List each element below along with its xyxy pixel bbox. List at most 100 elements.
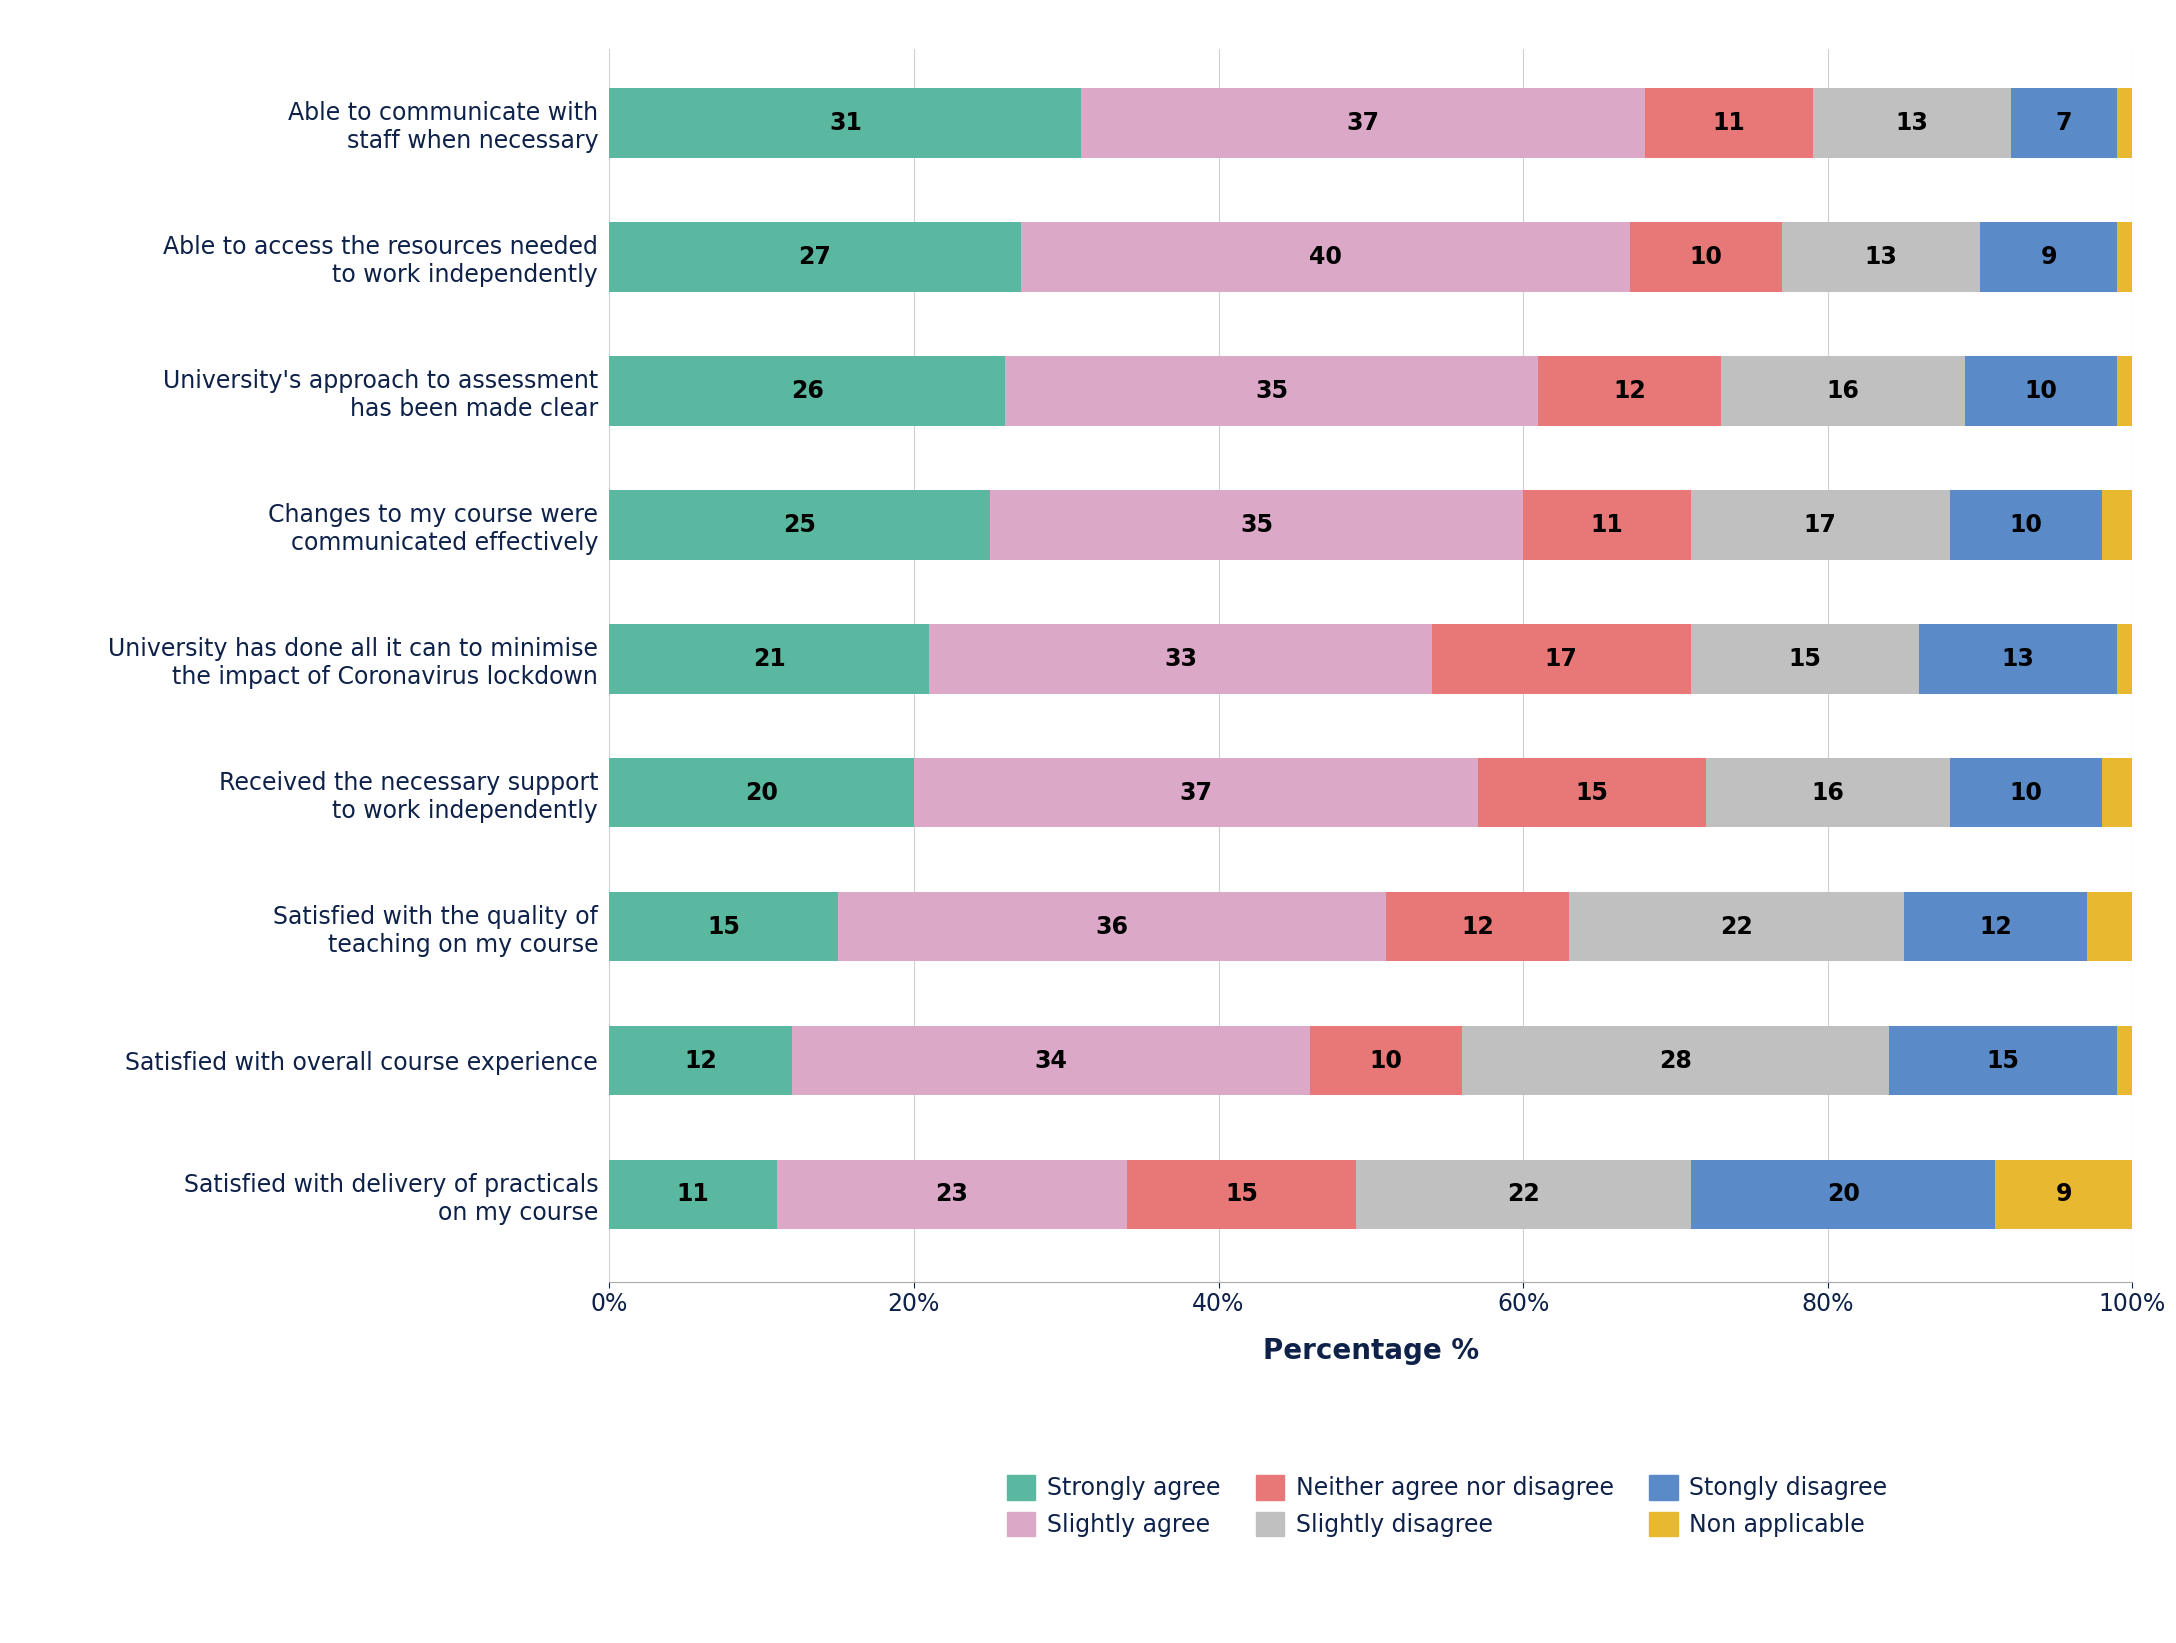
Text: 10: 10: [2008, 513, 2043, 537]
Text: 25: 25: [783, 513, 816, 537]
Text: 22: 22: [1719, 915, 1754, 938]
Bar: [1386, 892, 1569, 961]
Bar: [1889, 1025, 2117, 1096]
Text: 9: 9: [2056, 1183, 2072, 1206]
Bar: [792, 1025, 1310, 1096]
Text: 27: 27: [799, 245, 831, 269]
Bar: [1904, 892, 2087, 961]
Legend: Strongly agree, Slightly agree, Neither agree nor disagree, Slightly disagree, S: Strongly agree, Slightly agree, Neither …: [997, 1466, 1897, 1546]
Bar: [1478, 757, 1706, 828]
Bar: [1432, 624, 1691, 693]
Bar: [2117, 357, 2132, 426]
Text: 37: 37: [1179, 780, 1212, 805]
Bar: [1721, 357, 1965, 426]
Bar: [2117, 1025, 2132, 1096]
Bar: [2117, 222, 2132, 292]
Bar: [2117, 89, 2132, 158]
Text: 15: 15: [1789, 647, 1821, 670]
Bar: [2102, 757, 2132, 828]
Text: 12: 12: [1612, 380, 1647, 403]
Text: 10: 10: [2024, 380, 2058, 403]
Bar: [1645, 89, 1813, 158]
Text: 7: 7: [2056, 112, 2072, 135]
Bar: [1919, 624, 2117, 693]
Bar: [1950, 490, 2102, 560]
Text: 9: 9: [2041, 245, 2056, 269]
Bar: [838, 892, 1386, 961]
Text: 22: 22: [1506, 1183, 1541, 1206]
Bar: [1706, 757, 1950, 828]
Text: 11: 11: [1713, 112, 1745, 135]
Bar: [1081, 89, 1645, 158]
Bar: [777, 1160, 1127, 1229]
Text: 13: 13: [1865, 245, 1897, 269]
Text: 13: 13: [1895, 112, 1928, 135]
Bar: [609, 1025, 792, 1096]
Bar: [1127, 1160, 1356, 1229]
Text: 40: 40: [1308, 245, 1343, 269]
Text: 11: 11: [1591, 513, 1623, 537]
Bar: [1691, 1160, 1995, 1229]
Bar: [1980, 222, 2117, 292]
Text: 33: 33: [1164, 647, 1197, 670]
Text: 17: 17: [1545, 647, 1578, 670]
Text: 34: 34: [1034, 1048, 1068, 1073]
Text: 35: 35: [1256, 380, 1288, 403]
Bar: [1950, 757, 2102, 828]
Bar: [2117, 624, 2132, 693]
Bar: [1310, 1025, 1462, 1096]
Text: 23: 23: [936, 1183, 968, 1206]
Text: 10: 10: [1369, 1048, 1404, 1073]
Bar: [609, 222, 1021, 292]
Bar: [1630, 222, 1782, 292]
Bar: [1782, 222, 1980, 292]
Bar: [1523, 490, 1691, 560]
Text: 37: 37: [1347, 112, 1380, 135]
Text: 10: 10: [1689, 245, 1723, 269]
Bar: [1691, 624, 1919, 693]
Text: 15: 15: [1575, 780, 1608, 805]
Bar: [609, 357, 1005, 426]
Bar: [609, 490, 990, 560]
Text: 28: 28: [1658, 1048, 1693, 1073]
Bar: [1005, 357, 1538, 426]
Text: 13: 13: [2002, 647, 2035, 670]
Bar: [990, 490, 1523, 560]
Text: 21: 21: [753, 647, 786, 670]
Bar: [1538, 357, 1721, 426]
Text: 31: 31: [829, 112, 862, 135]
Text: 35: 35: [1240, 513, 1273, 537]
Bar: [1021, 222, 1630, 292]
Text: 12: 12: [683, 1048, 718, 1073]
Bar: [2102, 490, 2132, 560]
Text: 16: 16: [1810, 780, 1845, 805]
X-axis label: Percentage %: Percentage %: [1262, 1337, 1480, 1365]
Bar: [609, 1160, 777, 1229]
Bar: [1995, 1160, 2132, 1229]
Bar: [609, 624, 929, 693]
Text: 26: 26: [790, 380, 825, 403]
Bar: [1462, 1025, 1889, 1096]
Text: 17: 17: [1804, 513, 1837, 537]
Text: 12: 12: [1460, 915, 1495, 938]
Bar: [1691, 490, 1950, 560]
Text: 36: 36: [1095, 915, 1129, 938]
Text: 15: 15: [1225, 1183, 1258, 1206]
Bar: [609, 757, 914, 828]
Bar: [914, 757, 1478, 828]
Text: 15: 15: [707, 915, 740, 938]
Bar: [1965, 357, 2117, 426]
Bar: [929, 624, 1432, 693]
Bar: [609, 89, 1081, 158]
Text: 15: 15: [1987, 1048, 2019, 1073]
Bar: [2011, 89, 2117, 158]
Bar: [1569, 892, 1904, 961]
Text: 12: 12: [1978, 915, 2013, 938]
Text: 16: 16: [1826, 380, 1860, 403]
Text: 11: 11: [677, 1183, 709, 1206]
Text: 10: 10: [2008, 780, 2043, 805]
Bar: [2087, 892, 2132, 961]
Bar: [1356, 1160, 1691, 1229]
Text: 20: 20: [1826, 1183, 1860, 1206]
Bar: [609, 892, 838, 961]
